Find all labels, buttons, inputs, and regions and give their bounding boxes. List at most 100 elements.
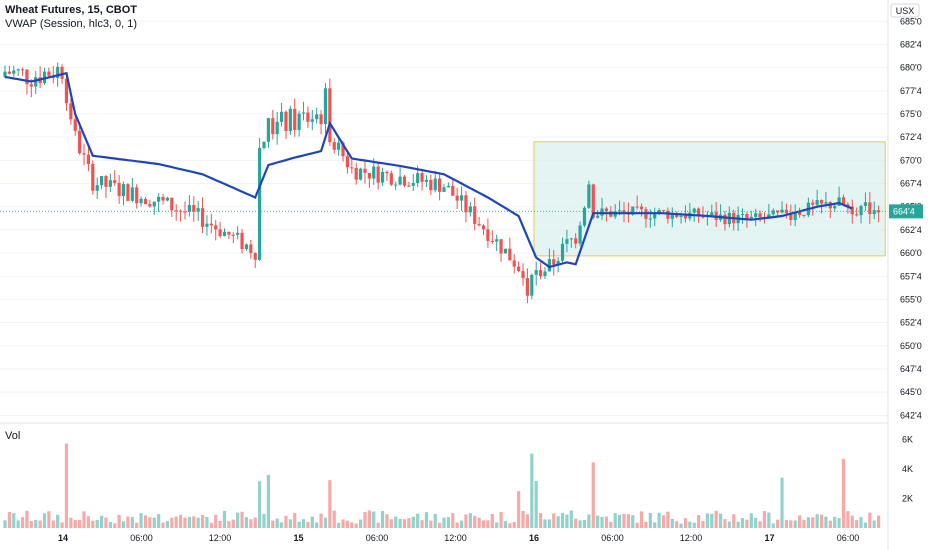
volume-bar	[433, 513, 437, 528]
volume-bar	[846, 511, 850, 528]
volume-bar	[797, 515, 802, 528]
volume-bar	[560, 512, 565, 528]
volume-bar	[811, 517, 815, 528]
volume-bar	[705, 513, 709, 528]
candle-body	[328, 88, 332, 143]
price-tick-label: 680'0	[900, 63, 922, 73]
price-tick-label: 647'4	[900, 364, 922, 374]
volume-bar	[855, 520, 859, 528]
volume-bar	[749, 513, 753, 528]
volume-bar	[319, 513, 323, 528]
volume-bar	[789, 520, 793, 528]
candle-body	[236, 232, 240, 235]
volume-bar	[429, 520, 433, 528]
candle-body	[481, 225, 486, 230]
volume-bar	[525, 514, 530, 528]
candle-body	[710, 212, 714, 216]
time-tick-label: 12:00	[209, 533, 232, 543]
volume-bar	[442, 517, 446, 528]
candle-body	[841, 197, 846, 205]
candle-body	[73, 119, 77, 131]
price-tick-label: 685'0	[900, 16, 922, 26]
volume-bar	[631, 515, 635, 528]
volume-bar	[152, 517, 156, 528]
candle-body	[402, 176, 407, 186]
candle-body	[495, 239, 499, 242]
volume-bar	[161, 522, 165, 528]
candle-body	[701, 216, 705, 218]
price-tick-label: 672'4	[900, 132, 922, 142]
candle-body	[556, 260, 560, 265]
volume-bar	[552, 513, 556, 528]
volume-bar	[692, 522, 696, 528]
candle-body	[231, 234, 235, 236]
volume-bar	[179, 514, 183, 528]
candle-body	[631, 206, 635, 215]
candle-body	[174, 210, 178, 212]
candle-body	[113, 180, 117, 183]
time-axis[interactable]: 14 06:00 12:00 15 06:00 12:00 16 06:00 12:00 17 06…	[58, 533, 859, 543]
volume-bar	[328, 480, 332, 528]
highlight-rectangle[interactable]	[533, 141, 886, 257]
volume-bar	[481, 520, 486, 528]
candle-body	[3, 71, 7, 77]
volume-bar	[609, 521, 613, 528]
volume-bar	[806, 517, 810, 528]
candle-body	[420, 173, 424, 182]
candle-body	[508, 248, 512, 261]
currency-label[interactable]: USX	[890, 3, 920, 18]
time-tick-label: 06:00	[837, 533, 860, 543]
volume-bar	[688, 521, 692, 528]
vwap-legend[interactable]: VWAP (Session, hlc3, 0, 1)	[5, 18, 138, 30]
volume-tick-label: 6K	[902, 435, 913, 445]
candle-body	[824, 202, 828, 204]
candle-body	[534, 270, 538, 275]
volume-bar	[723, 519, 727, 528]
candle-body	[543, 271, 547, 277]
candle-body	[653, 213, 657, 219]
candle-body	[459, 195, 464, 201]
volume-bar	[780, 477, 784, 528]
volume-bar	[486, 520, 490, 528]
price-tick-label: 662'4	[900, 225, 922, 235]
volume-bar	[455, 522, 459, 528]
volume-axis: 6K 4K 2K	[902, 435, 913, 504]
symbol-title[interactable]: Wheat Futures, 15, CBOT	[5, 4, 138, 16]
candle-body	[433, 178, 437, 191]
svg-text:USX: USX	[896, 6, 915, 16]
volume-bars	[3, 443, 881, 528]
price-tick-label: 660'0	[900, 248, 922, 258]
candle-body	[25, 69, 29, 85]
time-tick-label: 15	[293, 533, 303, 543]
volume-bar	[363, 512, 367, 528]
candle-body	[358, 168, 363, 180]
volume-bar	[284, 515, 288, 528]
volume-bar	[837, 518, 841, 528]
volume-bar	[718, 513, 723, 528]
candle-body	[293, 108, 297, 130]
volume-bar	[389, 519, 393, 528]
candle-body	[863, 202, 868, 206]
candle-body	[846, 204, 850, 207]
volume-bar	[244, 517, 249, 528]
volume-legend[interactable]: Vol	[5, 430, 21, 442]
candle-body	[424, 179, 429, 182]
volume-bar	[622, 514, 626, 528]
candle-body	[60, 66, 64, 79]
volume-bar	[683, 518, 688, 528]
volume-bar	[297, 521, 301, 528]
volume-bar	[758, 521, 762, 528]
candle-body	[192, 205, 196, 212]
candle-body	[411, 183, 415, 186]
candle-body	[130, 187, 134, 201]
candle-body	[99, 176, 104, 186]
volume-bar	[736, 521, 740, 528]
candle-body	[635, 206, 639, 208]
candle-body	[740, 214, 745, 216]
candle-body	[446, 185, 450, 188]
volume-bar	[732, 514, 736, 528]
candle-body	[754, 213, 758, 217]
volume-bar	[517, 491, 521, 528]
candle-body	[205, 223, 209, 227]
